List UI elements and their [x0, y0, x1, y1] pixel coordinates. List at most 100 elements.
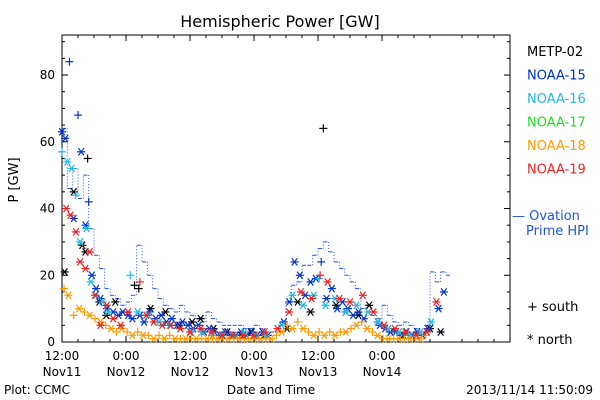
- point-noaa-18-north-c: [310, 331, 318, 340]
- x-tick-date-label: Nov13: [299, 365, 338, 379]
- point-noaa-19-north-c: [72, 227, 80, 236]
- x-tick-time-label: 12:00: [301, 349, 336, 363]
- point-noaa-18-north: [309, 331, 318, 340]
- point-noaa-19-north: [307, 294, 316, 303]
- point-noaa-15-north: [290, 257, 299, 266]
- point-noaa-18-north-c: [374, 331, 382, 340]
- point-noaa-19-north-c: [412, 331, 420, 340]
- point-noaa-19-north: [62, 204, 71, 213]
- x-tick-time-label: 0:00: [113, 349, 140, 363]
- point-noaa-19-north: [71, 227, 80, 236]
- point-noaa-19-south: [316, 271, 325, 280]
- x-tick-date-label: Nov12: [171, 365, 210, 379]
- point-noaa-16-north-c: [155, 318, 163, 326]
- point-noaa-16-north-c: [278, 321, 286, 330]
- point-noaa-16-south: [126, 271, 135, 280]
- point-noaa-19-north-c: [391, 324, 399, 333]
- point-noaa-19-north: [176, 324, 185, 333]
- point-noaa-19-north: [422, 328, 431, 336]
- point-metp-02-north: [196, 314, 205, 323]
- point-noaa-16-north: [67, 164, 76, 173]
- point-noaa-18-south: [60, 284, 69, 293]
- point-noaa-16-north-c: [299, 301, 307, 310]
- point-noaa-18-north-c: [289, 324, 296, 333]
- point-noaa-19-north-c: [67, 211, 74, 220]
- point-noaa-19-north: [142, 311, 151, 320]
- point-noaa-16-north-c: [417, 328, 424, 336]
- point-noaa-19-north-c: [150, 318, 158, 326]
- point-noaa-19-north: [273, 324, 282, 333]
- point-noaa-18-north: [107, 324, 116, 333]
- point-metp-02-north-c: [61, 267, 68, 276]
- point-noaa-15-north-c: [103, 304, 111, 313]
- point-noaa-16-north: [86, 277, 95, 286]
- point-noaa-19-north-c: [86, 247, 94, 256]
- point-metp-02-north-c: [437, 328, 444, 336]
- point-noaa-19-north-c: [62, 204, 70, 213]
- point-noaa-15-north: [157, 311, 166, 320]
- point-noaa-19-north: [296, 287, 305, 296]
- y-tick-label: 20: [40, 268, 55, 282]
- point-metp-02-south: [130, 281, 139, 290]
- point-metp-02-north-c: [112, 297, 119, 306]
- point-noaa-19-north: [109, 314, 118, 323]
- point-noaa-19-north-c: [402, 328, 409, 336]
- point-noaa-19-north: [358, 291, 367, 300]
- point-noaa-15-north-c: [440, 287, 448, 296]
- point-noaa-18-north-c: [97, 318, 104, 326]
- point-noaa-15-north: [301, 291, 310, 300]
- point-noaa-15-north: [434, 304, 443, 313]
- legend-entry: NOAA-18: [527, 139, 586, 154]
- point-noaa-15-south: [74, 111, 82, 120]
- point-noaa-19-north-c: [261, 328, 268, 336]
- point-noaa-16-north-c: [395, 328, 403, 336]
- point-noaa-15-north-c: [435, 304, 442, 313]
- point-noaa-19-north-c: [97, 321, 104, 330]
- point-noaa-18-north-c: [150, 334, 158, 343]
- point-noaa-18-north: [363, 324, 372, 333]
- legend-model-line2: Prime HPI: [526, 224, 589, 239]
- point-metp-02-north: [436, 328, 445, 336]
- point-noaa-16-north-c: [374, 318, 382, 326]
- point-noaa-19-north-c: [82, 264, 89, 273]
- point-noaa-19-north: [102, 301, 111, 310]
- point-metp-02-north-c: [332, 301, 340, 310]
- point-noaa-19-north: [239, 331, 248, 340]
- point-noaa-18-north-c: [129, 331, 136, 340]
- point-metp-02-north: [161, 307, 170, 316]
- y-tick-label: 60: [40, 135, 55, 149]
- point-noaa-18-north: [277, 328, 286, 336]
- x-tick-time-label: 0:00: [241, 349, 268, 363]
- point-noaa-19-north: [432, 297, 441, 306]
- point-noaa-19-north: [91, 291, 100, 300]
- point-noaa-19-north: [335, 294, 344, 303]
- point-noaa-18-north-c: [321, 331, 328, 340]
- point-noaa-16-south: [71, 191, 80, 200]
- point-noaa-18-north-c: [406, 334, 414, 343]
- point-noaa-19-north-c: [124, 307, 132, 316]
- point-noaa-19-north-c: [197, 324, 204, 333]
- point-noaa-16-north: [288, 291, 297, 300]
- point-metp-02-north-c: [355, 311, 362, 320]
- point-noaa-18-north-c: [75, 304, 83, 313]
- legend-entry: METP-02: [527, 45, 583, 60]
- point-noaa-15-north-c: [163, 318, 170, 326]
- point-noaa-16-north: [76, 237, 85, 246]
- point-noaa-16-north: [352, 301, 361, 310]
- y-axis-label: P [GW]: [7, 157, 22, 202]
- point-noaa-19-north-c: [423, 328, 431, 336]
- point-noaa-19-north-c: [177, 324, 184, 333]
- point-noaa-16-north-c: [198, 328, 206, 336]
- y-tick-label: 40: [40, 202, 55, 216]
- point-noaa-15-south: [317, 257, 326, 266]
- point-noaa-15-north-c: [92, 284, 100, 293]
- point-noaa-15-north-c: [296, 271, 304, 280]
- point-noaa-15-north: [354, 307, 363, 316]
- point-noaa-15-north-c: [339, 297, 346, 306]
- point-noaa-18-north-c: [257, 334, 264, 343]
- point-metp-02-south: [134, 284, 143, 293]
- point-noaa-16-north-c: [99, 297, 106, 306]
- point-noaa-19-north-c: [186, 328, 194, 336]
- point-noaa-15-north-c: [179, 318, 186, 326]
- legend-model-line1: — Ovation: [512, 209, 580, 224]
